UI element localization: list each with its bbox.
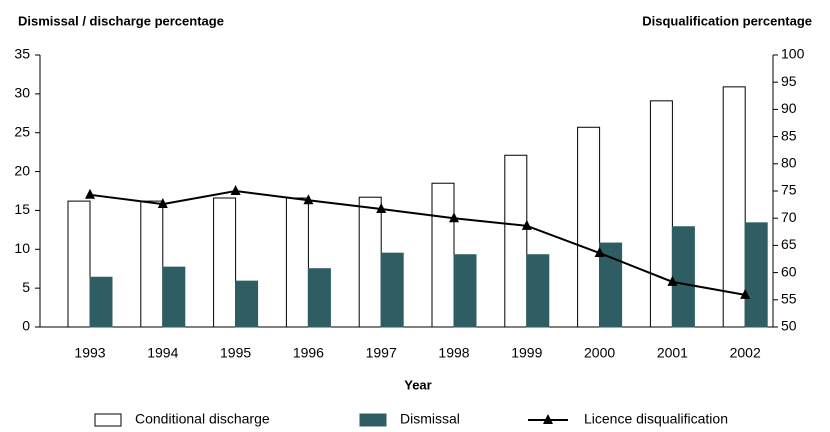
bar xyxy=(140,200,164,328)
legend-label: Dismissal xyxy=(400,411,460,427)
y2-tick-label: 80 xyxy=(781,155,797,171)
bar xyxy=(431,182,455,328)
y2-tick-label: 100 xyxy=(781,46,805,62)
bar xyxy=(599,242,623,328)
y-tick-label: 10 xyxy=(14,240,30,256)
y2-tick-label: 90 xyxy=(781,100,797,116)
y2-tick-label: 95 xyxy=(781,73,797,89)
line-marker xyxy=(740,288,751,299)
legend-label: Licence disqualification xyxy=(584,411,728,427)
bar xyxy=(649,100,673,328)
legend-swatch xyxy=(359,413,387,427)
bar xyxy=(89,276,113,328)
y-tick-label: 15 xyxy=(14,201,30,217)
legend-swatch xyxy=(94,413,122,427)
bar xyxy=(722,86,746,328)
x-axis-title: Year xyxy=(404,377,431,392)
x-tick-label: 1994 xyxy=(147,345,178,361)
bar xyxy=(307,268,331,328)
bar xyxy=(744,222,768,328)
y2-tick-label: 75 xyxy=(781,182,797,198)
y2-tick-label: 70 xyxy=(781,209,797,225)
bar xyxy=(67,200,91,328)
y-tick-label: 35 xyxy=(14,46,30,62)
y2-tick-label: 55 xyxy=(781,291,797,307)
y2-axis-title: Disqualification percentage xyxy=(642,13,812,28)
bar xyxy=(671,226,695,328)
y-tick-label: 25 xyxy=(14,123,30,139)
x-tick-label: 1998 xyxy=(438,345,469,361)
y-tick-label: 20 xyxy=(14,162,30,178)
y-tick-label: 5 xyxy=(22,279,30,295)
line-marker xyxy=(230,185,241,195)
bar xyxy=(358,196,382,328)
x-tick-label: 1999 xyxy=(511,345,542,361)
line-marker xyxy=(594,247,605,258)
x-tick-label: 2001 xyxy=(657,345,688,361)
y-tick-label: 0 xyxy=(22,318,30,334)
line-marker xyxy=(303,194,314,205)
line-marker xyxy=(667,275,678,286)
x-tick-label: 1996 xyxy=(293,345,324,361)
bar xyxy=(526,254,550,328)
x-tick-label: 1993 xyxy=(74,345,105,361)
bar xyxy=(285,197,309,328)
bar xyxy=(235,280,259,328)
x-tick-label: 1995 xyxy=(220,345,251,361)
legend-marker xyxy=(543,414,553,424)
line xyxy=(89,189,746,296)
x-tick-label: 2000 xyxy=(584,345,615,361)
y2-tick-label: 50 xyxy=(781,318,797,334)
y-tick-label: 30 xyxy=(14,85,30,101)
line-marker xyxy=(376,202,387,213)
y-axis-title: Dismissal / discharge percentage xyxy=(18,13,224,28)
y2-tick-label: 65 xyxy=(781,236,797,252)
bar xyxy=(453,254,477,328)
line-marker xyxy=(157,198,168,209)
line-marker xyxy=(85,188,95,199)
bar xyxy=(213,197,237,328)
legend-label: Conditional discharge xyxy=(135,411,270,427)
line-marker xyxy=(521,219,532,230)
bar xyxy=(577,126,601,328)
bar xyxy=(504,154,528,328)
x-tick-label: 2002 xyxy=(730,345,761,361)
y2-tick-label: 60 xyxy=(781,263,797,279)
line-marker xyxy=(449,212,459,223)
x-tick-label: 1997 xyxy=(366,345,397,361)
bar xyxy=(380,252,404,328)
y2-tick-label: 85 xyxy=(781,127,797,143)
bar xyxy=(162,266,186,328)
